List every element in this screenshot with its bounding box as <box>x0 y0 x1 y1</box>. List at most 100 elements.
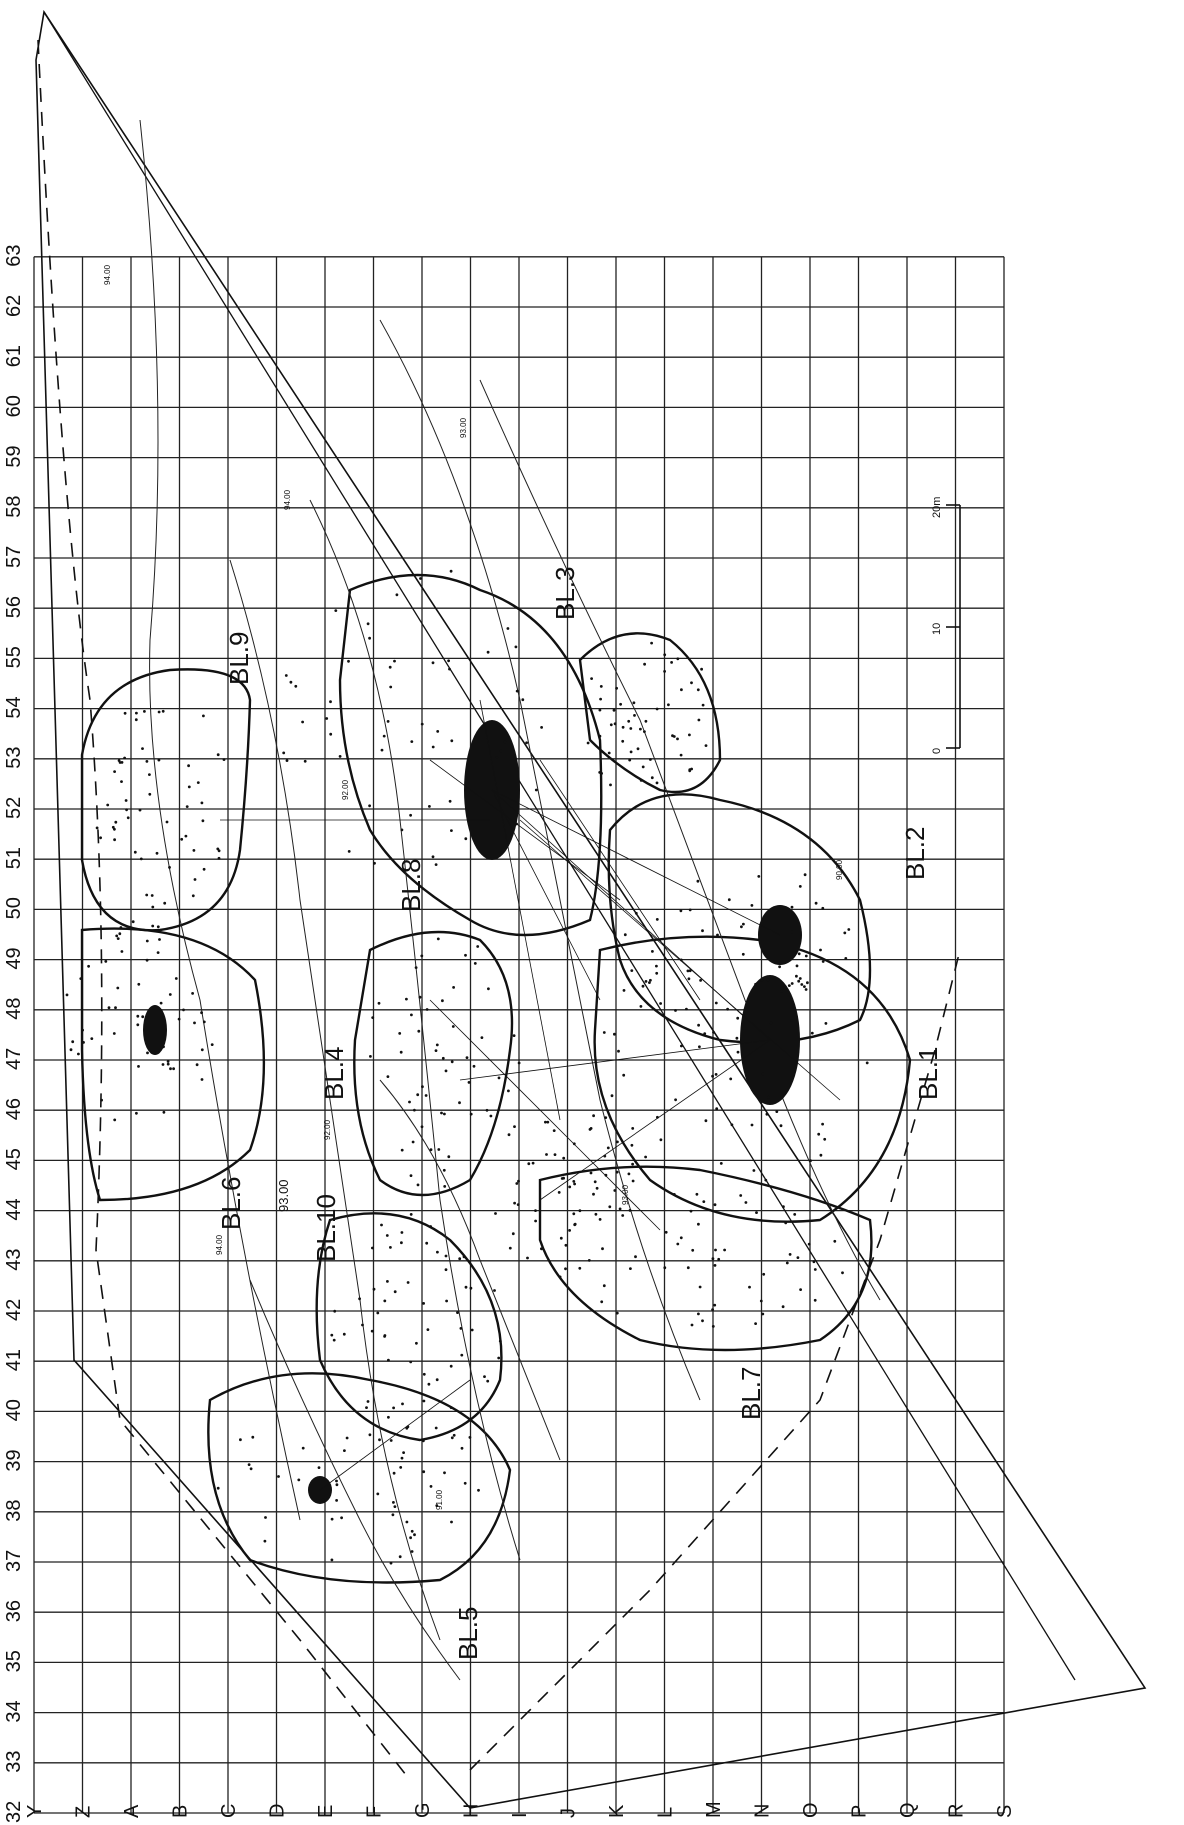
find-point <box>156 925 160 929</box>
find-point <box>663 670 666 673</box>
block-outline-bl3 <box>578 632 722 794</box>
col-label: 51 <box>3 847 25 869</box>
find-point <box>631 1162 634 1166</box>
find-point <box>730 1123 734 1127</box>
find-point <box>821 906 825 910</box>
find-point <box>503 740 507 744</box>
find-point <box>159 1001 163 1005</box>
find-point <box>200 1048 204 1052</box>
find-point <box>796 1256 800 1259</box>
find-point <box>631 1179 635 1183</box>
find-point <box>622 989 626 992</box>
find-point <box>688 768 692 771</box>
col-label: 55 <box>3 646 25 668</box>
find-point <box>165 820 169 824</box>
find-point <box>416 1183 420 1187</box>
find-point <box>138 808 142 812</box>
find-point <box>330 1517 334 1521</box>
find-point <box>676 737 679 741</box>
find-point <box>81 1028 84 1032</box>
find-point <box>663 1266 667 1270</box>
block-outline-bl4 <box>353 930 514 1197</box>
find-point <box>124 799 128 802</box>
find-point <box>387 1358 390 1362</box>
find-point <box>459 1327 463 1330</box>
find-point <box>813 1268 817 1271</box>
find-point <box>368 636 371 640</box>
find-point <box>703 1032 707 1035</box>
find-point <box>697 1222 700 1226</box>
find-point <box>494 1212 497 1215</box>
find-point <box>546 1120 550 1124</box>
find-point <box>366 622 370 626</box>
col-label: 49 <box>3 947 25 969</box>
find-point <box>621 739 625 743</box>
find-point <box>145 760 149 763</box>
find-point <box>833 1239 837 1243</box>
block-label-bl5: BL.5 <box>453 1607 483 1661</box>
find-point <box>714 1001 718 1005</box>
find-point <box>435 1504 439 1507</box>
find-point <box>782 1205 785 1209</box>
find-point <box>696 879 700 883</box>
find-point <box>410 740 414 743</box>
find-point <box>444 1268 448 1272</box>
find-point <box>113 827 116 831</box>
find-point <box>464 1285 468 1289</box>
find-point <box>119 926 123 929</box>
site-boundary <box>35 9 1147 1809</box>
find-point <box>425 1008 429 1011</box>
find-point <box>750 1123 754 1127</box>
row-label: D <box>267 1804 289 1818</box>
find-point <box>767 1095 770 1099</box>
block-outlines <box>80 573 912 1584</box>
find-point <box>578 1266 582 1270</box>
find-point <box>526 1256 529 1260</box>
col-label: 37 <box>3 1550 25 1572</box>
find-point <box>679 909 683 913</box>
find-point <box>389 1439 393 1442</box>
find-point <box>409 1360 413 1364</box>
find-point <box>420 1125 424 1129</box>
find-point <box>793 1213 797 1216</box>
find-point <box>602 1031 606 1034</box>
find-point <box>752 1169 756 1172</box>
find-point <box>447 659 450 663</box>
find-point <box>648 981 651 984</box>
find-point <box>222 758 226 761</box>
find-point <box>251 1435 255 1439</box>
find-point <box>613 1189 617 1192</box>
find-point <box>803 985 806 988</box>
block-label-bl1: BL.1 <box>913 1047 943 1101</box>
find-point <box>689 1209 693 1213</box>
find-point <box>600 1300 604 1304</box>
find-point <box>557 1191 561 1194</box>
find-point <box>609 783 612 787</box>
find-point <box>378 1438 381 1442</box>
refit-lines <box>220 699 841 1491</box>
find-point <box>507 1089 510 1093</box>
find-point <box>401 1402 404 1406</box>
find-point <box>587 1259 591 1262</box>
find-point <box>649 978 652 982</box>
find-point <box>161 709 165 713</box>
find-point <box>330 1333 334 1337</box>
col-label: 53 <box>3 747 25 769</box>
find-point <box>71 1040 75 1044</box>
find-point <box>599 685 603 688</box>
find-point <box>664 1230 668 1234</box>
find-point <box>405 1520 409 1524</box>
find-point <box>187 764 191 768</box>
find-point <box>436 1250 439 1254</box>
find-point <box>483 1375 486 1378</box>
find-point <box>499 749 502 753</box>
row-label: B <box>170 1805 192 1818</box>
col-label: 59 <box>3 445 25 467</box>
find-point <box>676 1242 680 1246</box>
find-point <box>114 1006 117 1010</box>
find-point <box>376 1311 380 1315</box>
find-point <box>158 938 161 941</box>
find-point <box>761 1072 764 1076</box>
col-label: 47 <box>3 1048 25 1070</box>
find-point <box>622 1073 626 1077</box>
